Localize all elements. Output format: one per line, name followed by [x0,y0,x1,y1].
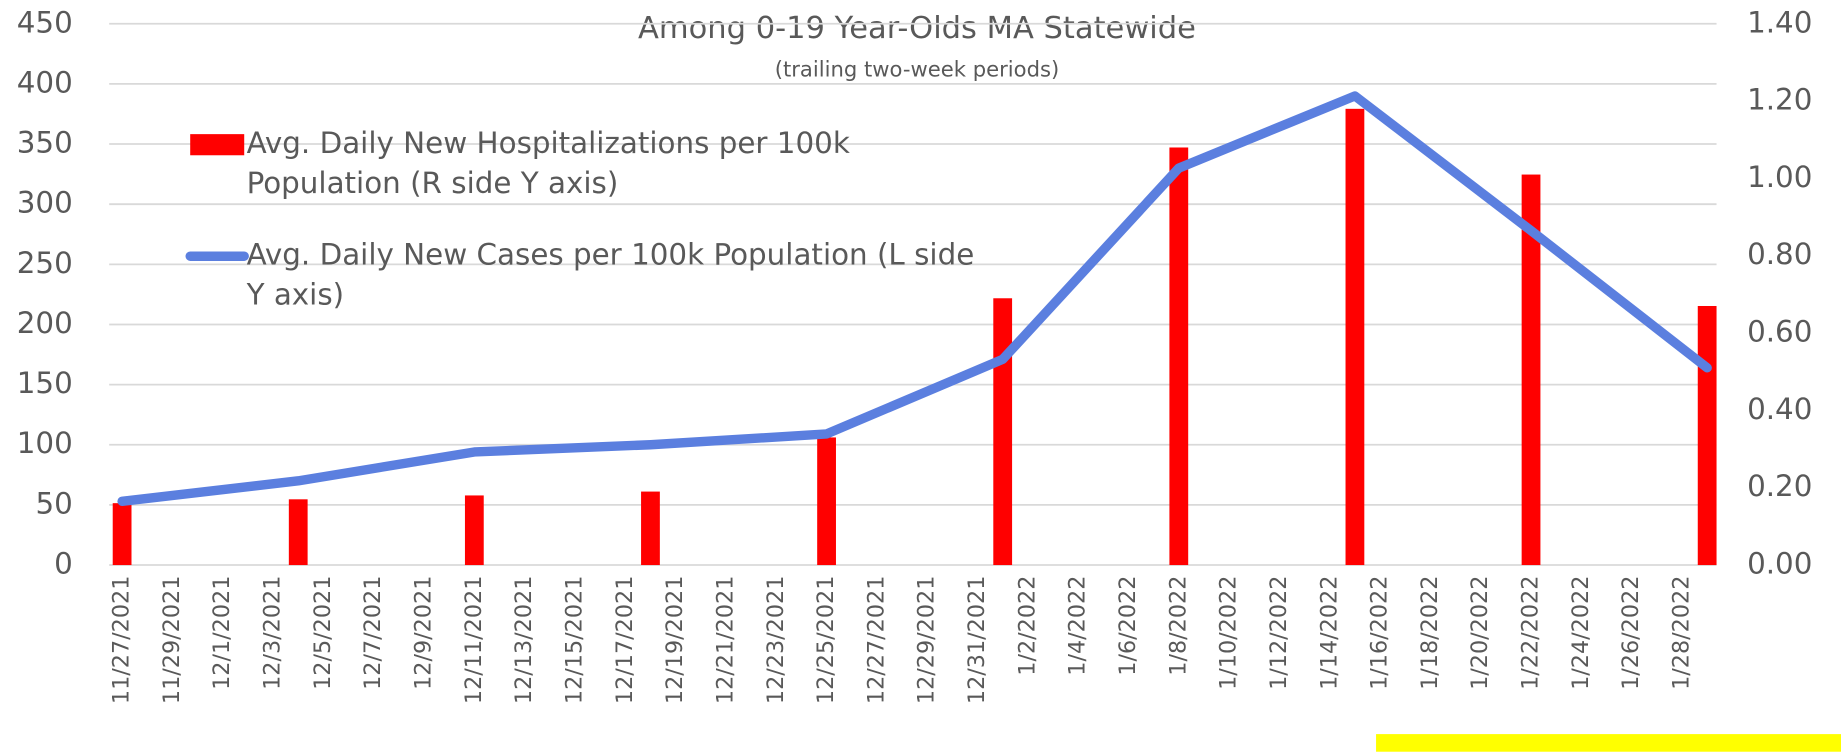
x-tick-label: 12/17/2021 [612,576,638,705]
x-tick-label: 12/9/2021 [411,576,437,690]
bar [1345,108,1365,566]
x-tick-label: 1/14/2022 [1316,576,1342,690]
x-tick-label: 12/29/2021 [914,576,940,705]
y2-tick-label: 0.80 [1747,237,1812,271]
y-tick-label: 400 [17,65,73,99]
x-tick-label: 1/24/2022 [1568,576,1594,690]
x-tick-label: 12/15/2021 [561,576,587,705]
x-tick-label: 11/27/2021 [109,576,135,705]
chart-subtitle: (trailing two-week periods) [775,57,1060,82]
chart-title: Among 0-19 Year-Olds MA Statewide [638,11,1196,46]
bar [641,491,660,566]
x-tick-label: 1/18/2022 [1417,576,1443,690]
legend-label: Avg. Daily New Cases per 100k Population… [246,237,975,312]
y2-tick-label: 1.00 [1747,160,1812,194]
x-tick-label: 12/23/2021 [763,576,789,705]
x-tick-label: 12/7/2021 [360,576,386,690]
bar [993,298,1013,566]
bar [1169,147,1189,566]
x-tick-label: 12/19/2021 [662,576,688,705]
y-tick-label: 0 [54,547,73,581]
x-tick-label: 12/3/2021 [260,576,286,690]
highlight [1376,734,1841,752]
x-tick-label: 1/26/2022 [1618,576,1644,690]
line [117,91,1712,506]
x-tick-label: 1/2/2022 [1014,576,1040,676]
x-tick-label: 1/6/2022 [1115,576,1141,676]
y2-tick-label: 0.40 [1747,392,1812,426]
y2-tick-label: 0.60 [1747,315,1812,349]
y2-tick-label: 1.20 [1747,83,1812,117]
legend-entry: Avg. Daily New Hospitalizations per 100k… [246,125,850,200]
x-tick-label: 1/28/2022 [1668,576,1694,690]
bar [464,495,484,566]
bar [1521,174,1541,566]
x-tick-label: 1/20/2022 [1467,576,1493,690]
bar [288,499,308,566]
x-tick-label: 12/27/2021 [863,576,889,705]
x-tick-label: 12/13/2021 [511,576,537,705]
y-tick-label: 350 [17,126,73,160]
y-tick-label: 300 [17,186,73,220]
legend-swatch [190,134,245,156]
x-tick-label: 12/5/2021 [310,576,336,690]
x-tick-label: 12/1/2021 [209,576,235,690]
y2-tick-label: 0.20 [1747,469,1812,503]
x-tick-label: 11/29/2021 [159,576,185,705]
y2-tick-label: 0.00 [1747,547,1812,581]
y-tick-label: 100 [17,426,73,460]
bar [1697,305,1717,566]
x-tick-label: 12/11/2021 [461,576,487,705]
x-tick-label: 1/10/2022 [1216,576,1242,690]
y-tick-label: 450 [17,5,73,39]
legend-label: Avg. Daily New Hospitalizations per 100k… [246,125,850,200]
bar [817,437,836,566]
x-tick-label: 1/4/2022 [1065,576,1091,676]
x-tick-label: 12/31/2021 [964,576,990,705]
y-tick-label: 200 [17,306,73,340]
x-tick-label: 1/22/2022 [1518,576,1544,690]
x-tick-label: 1/12/2022 [1266,576,1292,690]
x-tick-label: 12/25/2021 [813,576,839,705]
y-tick-label: 250 [17,246,73,280]
y-tick-label: 50 [35,486,72,520]
x-tick-label: 1/8/2022 [1165,576,1191,676]
legend-entry: Avg. Daily New Cases per 100k Population… [246,237,975,312]
y2-tick-label: 1.40 [1747,5,1812,39]
bar [112,503,132,566]
x-tick-label: 1/16/2022 [1367,576,1393,690]
y-tick-label: 150 [17,366,73,400]
x-tick-label: 12/21/2021 [712,576,738,705]
